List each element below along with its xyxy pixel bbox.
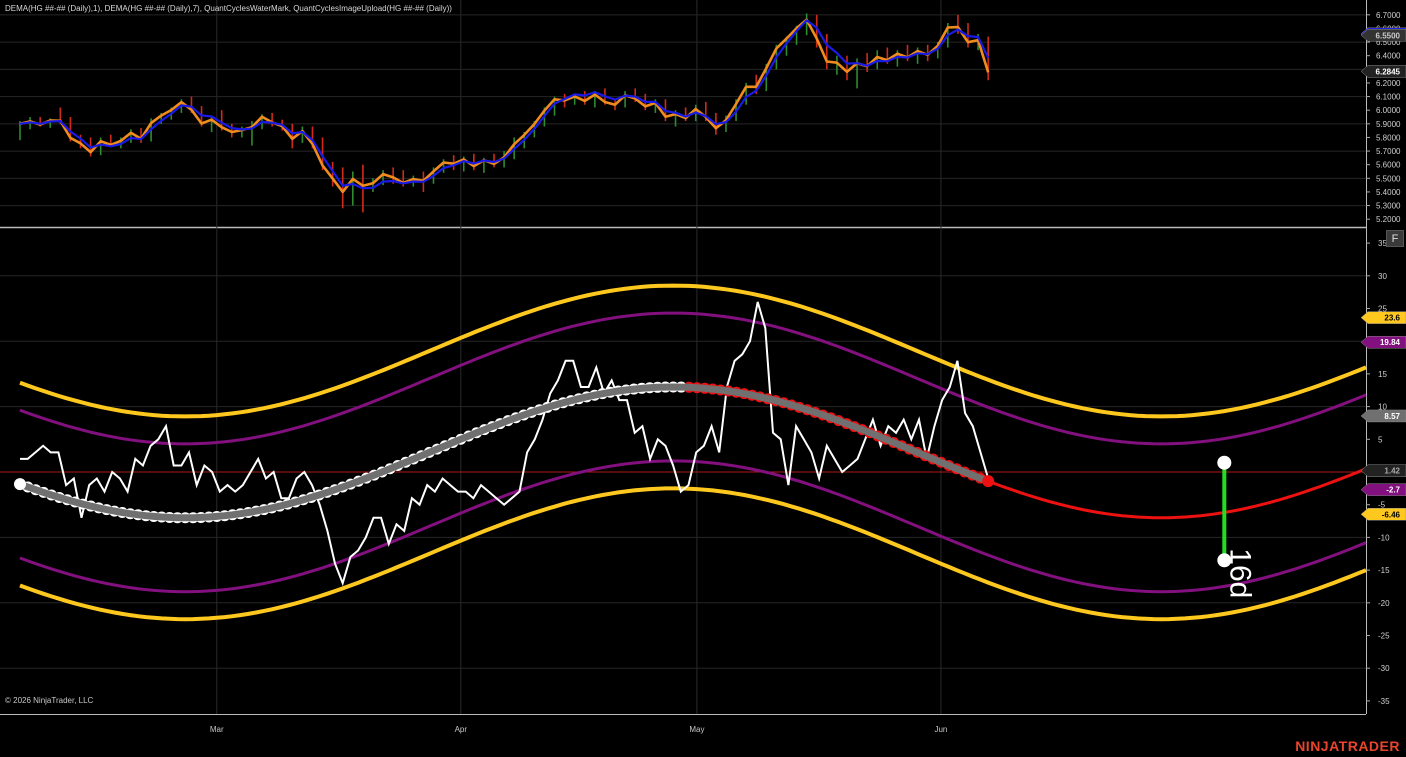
f-button[interactable]: F <box>1386 230 1404 247</box>
x-tick-label: May <box>689 725 704 734</box>
cycle-tick-label: -10 <box>1378 533 1390 542</box>
cycle-tag-text: -6.46 <box>1382 510 1401 519</box>
price-tick-label: 5.4000 <box>1376 188 1401 197</box>
cycle-tick-label: 35 <box>1378 239 1387 248</box>
x-tick-label: Mar <box>210 725 224 734</box>
cycle-tag-text: 23.6 <box>1384 314 1400 323</box>
price-tick-label: 5.2000 <box>1376 215 1401 224</box>
cycle-tick-label: 10 <box>1378 403 1387 412</box>
cycle-tag-text: 8.57 <box>1384 412 1400 421</box>
outer-band-upper <box>19 283 1367 419</box>
cycle-tag-box <box>1360 508 1406 521</box>
cycle-tag-text: 1.42 <box>1384 467 1400 476</box>
price-tick-label: 5.7000 <box>1376 147 1401 156</box>
cycle-tick-label: 5 <box>1378 435 1383 444</box>
cycle-tag: -2.7 <box>1360 483 1406 496</box>
price-tick-label: 5.3000 <box>1376 202 1401 211</box>
cycle-tag-box <box>1360 335 1406 349</box>
cycle-start-dot <box>14 478 26 491</box>
projection-top-dot <box>1217 455 1232 470</box>
price-tag-text: 6.5500 <box>1376 31 1401 40</box>
cycle-tag: 23.6 <box>1360 311 1406 324</box>
dema-7-line <box>19 19 990 190</box>
price-tag: 6.2845 <box>1360 65 1406 78</box>
price-tag-text: 6.2845 <box>1376 67 1401 76</box>
cycle-tick-label: 15 <box>1378 370 1387 379</box>
cycle-tick-label: 25 <box>1378 304 1387 313</box>
cycle-end-dot <box>982 475 995 488</box>
cycle-tag: 8.57 <box>1360 409 1406 423</box>
cycle-tick-label: -20 <box>1378 599 1390 608</box>
cycle-tag-text: -2.7 <box>1386 486 1400 495</box>
inner-band-upper <box>19 311 1367 446</box>
price-tick-label: 5.6000 <box>1376 161 1401 170</box>
price-tick-label: 5.5000 <box>1376 174 1401 183</box>
cycle-tag-box <box>1360 464 1406 477</box>
inner-band-lower <box>19 459 1367 594</box>
copyright-text: © 2026 NinjaTrader, LLC <box>5 696 94 705</box>
cycle-tag: -6.46 <box>1360 508 1406 521</box>
price-tick-label: 5.9000 <box>1376 120 1401 129</box>
price-tick-label: 6.7000 <box>1376 11 1401 20</box>
cycle-forecast-line <box>987 467 1367 520</box>
x-tick-label: Apr <box>455 725 468 734</box>
price-tag-box <box>1360 29 1406 42</box>
cycle-tag: 1.42 <box>1360 464 1406 477</box>
price-tick-label: 6.0000 <box>1376 106 1401 115</box>
cycle-tick-label: -35 <box>1378 697 1390 706</box>
price-tick-label: 6.4000 <box>1376 52 1401 61</box>
cycle-tick-label: 30 <box>1378 272 1387 281</box>
price-tag-box <box>1360 65 1406 78</box>
price-tick-label: 5.8000 <box>1376 133 1401 142</box>
oscillator-line <box>20 301 990 587</box>
cycle-tag-box <box>1360 311 1406 324</box>
x-tick-label: Jun <box>934 725 947 734</box>
cycle-tick-label: -25 <box>1378 632 1390 641</box>
cycle-tag-box <box>1360 483 1406 496</box>
outer-band-lower <box>19 486 1367 622</box>
indicator-label: DEMA(HG ##-## (Daily),1), DEMA(HG ##-## … <box>5 4 452 13</box>
cycle-tick-label: -5 <box>1378 501 1386 510</box>
price-tick-label: 6.5000 <box>1376 38 1401 47</box>
price-tick-label: 6.1000 <box>1376 93 1401 102</box>
projection-bottom-dot <box>1217 553 1232 568</box>
cycle-tag-text: 19.84 <box>1380 338 1401 347</box>
projection-label: 16d <box>1223 548 1256 598</box>
ninjatrader-logo: NINJATRADER <box>1295 738 1400 754</box>
cycle-tag: 19.84 <box>1360 335 1406 349</box>
price-tick-label: 6.2000 <box>1376 79 1401 88</box>
price-tag: 6.5500 <box>1360 29 1406 42</box>
cycle-tick-label: -30 <box>1378 664 1390 673</box>
cycle-past-line <box>16 383 992 522</box>
cycle-tick-label: -15 <box>1378 566 1390 575</box>
cycle-tag-box <box>1360 409 1406 423</box>
